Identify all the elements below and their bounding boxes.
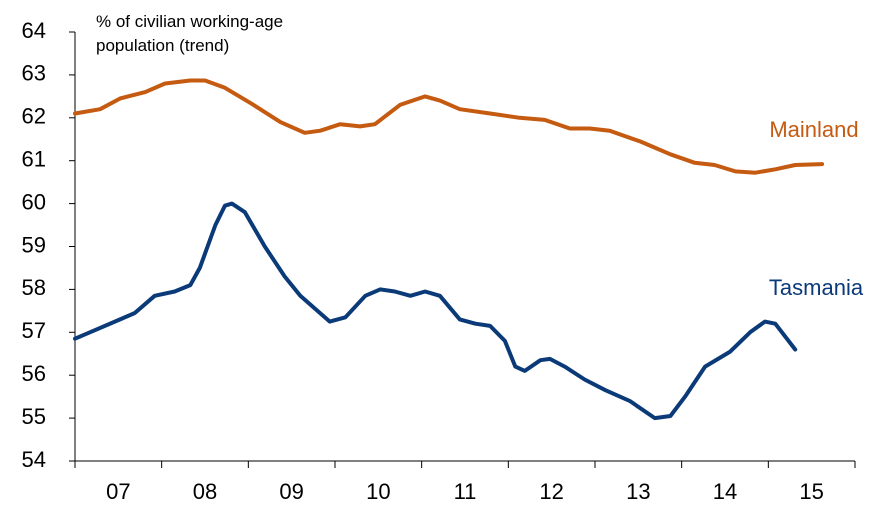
y-tick-label: 61 <box>22 147 46 172</box>
y-tick-label: 54 <box>22 447 46 472</box>
y-axis-label: % of civilian working-age population (tr… <box>96 12 284 55</box>
x-tick-label: 14 <box>713 479 737 504</box>
series-label: Tasmania <box>769 275 864 300</box>
x-tick-label: 12 <box>539 479 563 504</box>
y-tick-label: 60 <box>22 189 46 214</box>
y-tick-label: 57 <box>22 318 46 343</box>
x-tick-label: 10 <box>366 479 390 504</box>
y-tick-label: 58 <box>22 275 46 300</box>
x-tick-label: 08 <box>193 479 217 504</box>
series-line <box>73 201 798 421</box>
series-label: Mainland <box>769 117 858 142</box>
y-tick-label: 56 <box>22 361 46 386</box>
y-tick-label: 62 <box>22 104 46 129</box>
x-tick-label: 07 <box>106 479 130 504</box>
x-tick-label: 13 <box>626 479 650 504</box>
y-tick-label: 55 <box>22 404 46 429</box>
x-tick-label: 15 <box>799 479 823 504</box>
x-tick-label: 11 <box>454 479 477 504</box>
y-tick-label: 59 <box>22 232 46 257</box>
y-tick-label: 63 <box>22 61 46 86</box>
x-tick-label: 09 <box>279 479 303 504</box>
series-line <box>73 78 825 175</box>
y-tick-label: 64 <box>22 18 46 43</box>
